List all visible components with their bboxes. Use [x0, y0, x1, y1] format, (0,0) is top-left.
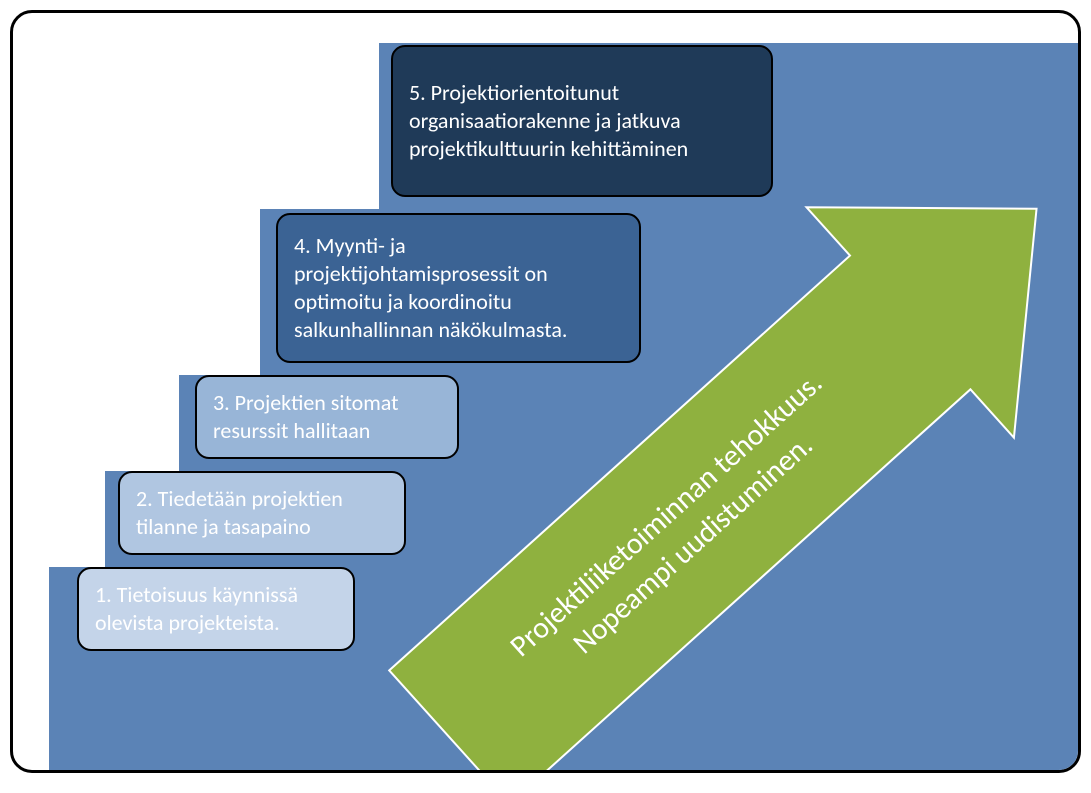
step-4-box: 4. Myynti- ja projektijohtamisprosessit … [276, 213, 641, 363]
step-2-box: 2. Tiedetään projektien tilanne ja tasap… [118, 471, 406, 555]
step-4-label: 4. Myynti- ja projektijohtamisprosessit … [294, 232, 625, 345]
step-5-box: 5. Projektiorientoitunut organisaatiorak… [391, 45, 773, 197]
step-5-label: 5. Projektiorientoitunut organisaatiorak… [409, 79, 757, 163]
step-1-box: 1. Tietoisuus käynnissä olevista projekt… [77, 567, 355, 651]
step-1-label: 1. Tietoisuus käynnissä olevista projekt… [95, 581, 339, 637]
step-2-label: 2. Tiedetään projektien tilanne ja tasap… [136, 485, 390, 541]
step-3-label: 3. Projektien sitomat resurssit hallitaa… [213, 389, 443, 445]
diagram-frame: 1. Tietoisuus käynnissä olevista projekt… [10, 10, 1081, 773]
step-3-box: 3. Projektien sitomat resurssit hallitaa… [195, 375, 459, 459]
